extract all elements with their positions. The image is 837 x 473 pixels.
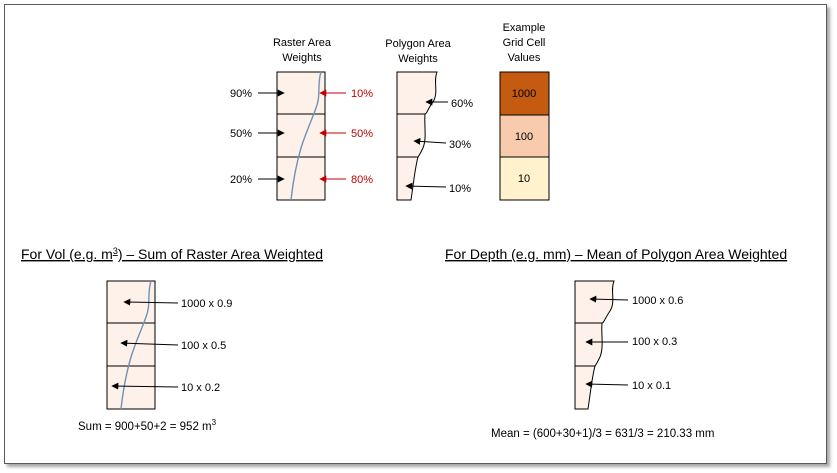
raster-outside-label: 80% xyxy=(351,174,373,186)
vol-item-label: 100 x 0.5 xyxy=(181,340,226,352)
raster-inside-label: 50% xyxy=(230,128,252,140)
depth-item-label: 1000 x 0.6 xyxy=(632,295,683,307)
vol-arrows xyxy=(111,298,179,390)
grid-cell-value: 100 xyxy=(515,131,533,143)
vol-heading: For Vol (e.g. m3) – Sum of Raster Area W… xyxy=(21,246,323,262)
polygon-arrows-top xyxy=(405,98,448,190)
example-grid: 1000 100 10 xyxy=(499,71,550,201)
svg-text:Weights: Weights xyxy=(398,53,438,65)
raster-inside-arrows xyxy=(258,89,285,183)
example-title: Example Grid Cell Values xyxy=(503,22,546,64)
polygon-grid-bottom xyxy=(574,280,615,410)
river-line xyxy=(120,280,152,410)
raster-inside-label: 90% xyxy=(230,88,252,100)
raster-outside-label: 50% xyxy=(351,128,373,140)
raster-outside-label: 10% xyxy=(351,88,373,100)
raster-grid-bottom xyxy=(106,280,156,410)
vol-item-label: 10 x 0.2 xyxy=(181,382,220,394)
depth-result: Mean = (600+30+1)/3 = 631/3 = 210.33 mm xyxy=(491,428,714,440)
raster-title: Raster Area Weights xyxy=(273,37,332,64)
raster-grid-top xyxy=(276,71,326,201)
grid-cell-value: 10 xyxy=(518,173,530,185)
depth-heading: For Depth (e.g. mm) – Mean of Polygon Ar… xyxy=(445,246,787,262)
svg-text:Polygon Area: Polygon Area xyxy=(385,38,451,50)
svg-text:Example: Example xyxy=(503,22,546,34)
raster-inside-label: 20% xyxy=(230,174,252,186)
svg-text:Grid Cell: Grid Cell xyxy=(503,37,546,49)
vol-result: Sum = 900+50+2 = 952 m3 xyxy=(78,418,217,433)
polygon-weight-label: 30% xyxy=(449,139,471,151)
svg-text:Weights: Weights xyxy=(282,52,322,64)
grid-cell xyxy=(499,156,550,201)
grid-cell xyxy=(499,71,550,116)
polygon-title: Polygon Area Weights xyxy=(385,38,451,65)
grid-cell xyxy=(499,114,550,158)
polygon-weight-label: 10% xyxy=(449,183,471,195)
raster-outside-arrows xyxy=(319,89,346,183)
polygon-grid-top xyxy=(396,71,438,201)
depth-arrows xyxy=(585,295,629,388)
polygon-weight-label: 60% xyxy=(451,98,473,110)
svg-text:Raster Area: Raster Area xyxy=(273,37,332,49)
river-line xyxy=(290,71,322,201)
grid-cell-value: 1000 xyxy=(512,88,536,100)
vol-item-label: 1000 x 0.9 xyxy=(181,298,232,310)
depth-item-label: 10 x 0.1 xyxy=(632,380,671,392)
depth-item-label: 100 x 0.3 xyxy=(632,336,677,348)
svg-text:Values: Values xyxy=(508,52,541,64)
